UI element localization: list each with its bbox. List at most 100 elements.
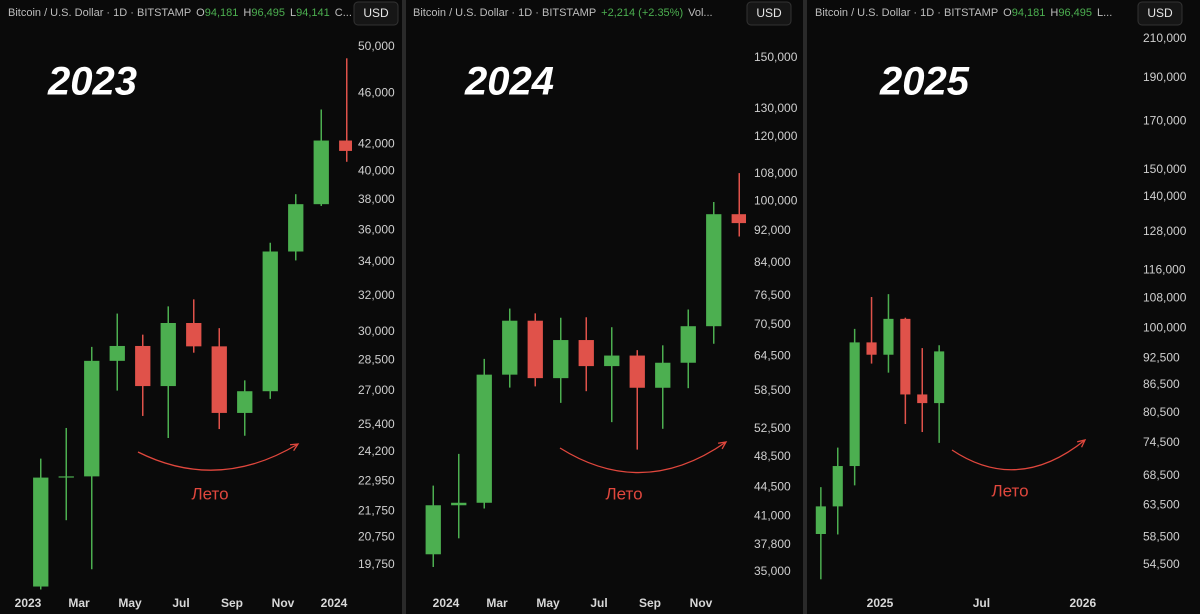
- y-tick-label: 42,000: [358, 136, 395, 150]
- candle-body: [211, 346, 227, 413]
- quote-value: C...: [335, 7, 352, 19]
- annotation-arrowhead: [1077, 439, 1087, 448]
- y-tick-label: 38,000: [358, 192, 395, 206]
- y-tick-label: 40,000: [358, 164, 395, 178]
- symbol-header: Bitcoin / U.S. Dollar · 1D · BITSTAMP O94…: [8, 7, 352, 19]
- candle-body: [425, 505, 441, 555]
- symbol-name: Bitcoin / U.S. Dollar · 1D · BITSTAMP: [815, 7, 998, 19]
- x-tick-label: Nov: [272, 596, 295, 610]
- currency-button-bg[interactable]: [1137, 1, 1183, 26]
- candle-body: [160, 323, 176, 387]
- plot-area: [815, 294, 945, 580]
- quote-value: Vol...: [688, 7, 712, 19]
- y-tick-label: 70,500: [754, 317, 791, 331]
- currency-button[interactable]: USD: [353, 1, 399, 26]
- y-tick-label: 92,000: [754, 223, 791, 237]
- annotation-arrowhead: [289, 443, 300, 452]
- candle-body: [815, 506, 826, 535]
- candle-body: [313, 140, 329, 205]
- x-tick-label: Jul: [172, 596, 189, 610]
- candle-body: [33, 477, 49, 587]
- y-tick-label: 80,500: [1143, 405, 1180, 419]
- y-tick-label: 19,750: [358, 557, 395, 571]
- candle-body: [866, 342, 877, 355]
- annotation-arc: [951, 439, 1086, 471]
- panel-separator: [402, 0, 406, 614]
- currency-button[interactable]: USD: [746, 1, 792, 26]
- y-tick-label: 22,950: [358, 473, 395, 487]
- candle-body: [629, 355, 645, 388]
- y-tick-label: 25,400: [358, 417, 395, 431]
- y-tick-label: 50,000: [358, 39, 395, 53]
- candle-body: [84, 360, 100, 477]
- currency-button-bg[interactable]: [746, 1, 792, 26]
- quote-value: 94,181: [1012, 7, 1046, 19]
- x-tick-label: Nov: [690, 596, 713, 610]
- chart-panel: 150,000 130,000 120,000 108,000 100,000 92,00…: [413, 1, 798, 610]
- candle-body: [527, 320, 543, 379]
- quote-value: 94,181: [205, 7, 239, 19]
- quote-value: 96,495: [251, 7, 285, 19]
- y-tick-label: 54,500: [1143, 557, 1180, 571]
- chart-panel: 210,000 190,000 170,000 150,000 140,000 128,0…: [815, 1, 1187, 610]
- year-title: 2024: [464, 60, 554, 104]
- y-tick-label: 170,000: [1143, 113, 1187, 127]
- y-tick-label: 20,750: [358, 530, 395, 544]
- currency-label[interactable]: USD: [1147, 6, 1173, 20]
- y-tick-label: 100,000: [754, 193, 798, 207]
- y-tick-label: 44,500: [754, 479, 791, 493]
- quote-value: L: [290, 7, 296, 19]
- candle-body: [578, 340, 594, 367]
- candle-body: [604, 355, 620, 367]
- y-tick-label: 86,500: [1143, 377, 1180, 391]
- candle-body: [849, 342, 860, 467]
- candle-body: [186, 323, 202, 347]
- candle-body: [502, 320, 518, 375]
- y-tick-label: 150,000: [1143, 162, 1187, 176]
- y-tick-label: 34,000: [358, 254, 395, 268]
- quote-value: 96,495: [1058, 7, 1092, 19]
- quote-value: O: [196, 7, 205, 19]
- y-tick-label: 28,500: [358, 353, 395, 367]
- y-tick-label: 37,800: [754, 537, 791, 551]
- panel-separator: [803, 0, 807, 614]
- x-tick-label: 2023: [15, 596, 42, 610]
- annotation-text: Лето: [991, 481, 1028, 500]
- plot-area: [33, 58, 352, 590]
- quote-value: O: [1003, 7, 1012, 19]
- quote-value: H: [243, 7, 251, 19]
- currency-button-bg[interactable]: [353, 1, 399, 26]
- year-title: 2025: [879, 60, 970, 104]
- y-tick-label: 108,000: [1143, 290, 1187, 304]
- y-tick-label: 128,000: [1143, 224, 1187, 238]
- x-tick-label: 2024: [433, 596, 460, 610]
- x-tick-label: Jul: [590, 596, 607, 610]
- y-tick-label: 48,500: [754, 449, 791, 463]
- y-tick-label: 36,000: [358, 222, 395, 236]
- y-tick-label: 63,500: [1143, 497, 1180, 511]
- candle-body: [917, 394, 928, 404]
- x-tick-label: May: [118, 596, 142, 610]
- candle-body: [883, 318, 894, 355]
- candle-body: [262, 251, 278, 392]
- x-tick-label: Mar: [68, 596, 90, 610]
- y-tick-label: 32,000: [358, 288, 395, 302]
- currency-label[interactable]: USD: [756, 6, 782, 20]
- y-tick-label: 41,000: [754, 508, 791, 522]
- symbol-header: Bitcoin / U.S. Dollar · 1D · BITSTAMP O94…: [815, 7, 1112, 19]
- candle-body: [237, 391, 253, 413]
- symbol-name: Bitcoin / U.S. Dollar · 1D · BITSTAMP: [8, 7, 191, 19]
- y-tick-label: 58,500: [754, 383, 791, 397]
- quote-value: 94,141: [296, 7, 330, 19]
- currency-label[interactable]: USD: [363, 6, 389, 20]
- quote-value: H: [1050, 7, 1058, 19]
- y-tick-label: 27,000: [358, 383, 395, 397]
- y-tick-label: 35,000: [754, 564, 791, 578]
- quote-value: L...: [1097, 7, 1112, 19]
- currency-button[interactable]: USD: [1137, 1, 1183, 26]
- x-tick-label: Sep: [221, 596, 243, 610]
- x-tick-label: 2024: [321, 596, 348, 610]
- annotation-text: Лето: [191, 484, 228, 503]
